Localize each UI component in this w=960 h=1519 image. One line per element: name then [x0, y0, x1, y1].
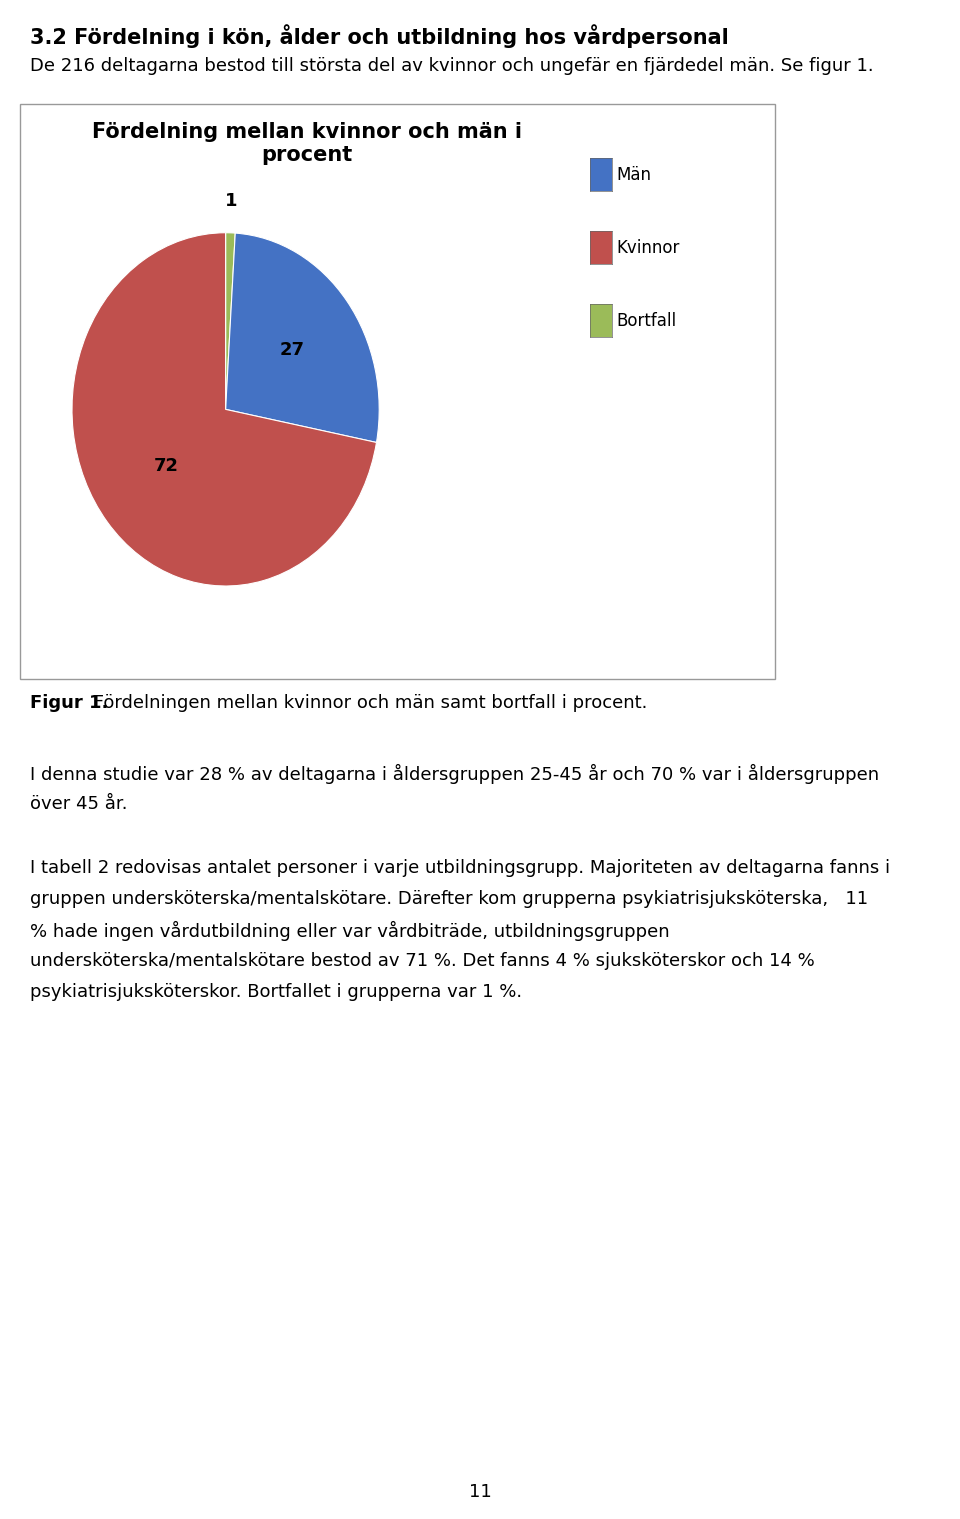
Text: Fördelningen mellan kvinnor och män samt bortfall i procent.: Fördelningen mellan kvinnor och män samt…: [88, 694, 647, 712]
Text: 3.2 Fördelning i kön, ålder och utbildning hos vårdpersonal: 3.2 Fördelning i kön, ålder och utbildni…: [30, 24, 729, 47]
Text: I tabell 2 redovisas antalet personer i varje utbildningsgrupp. Majoriteten av d: I tabell 2 redovisas antalet personer i …: [30, 860, 890, 876]
Text: Kvinnor: Kvinnor: [616, 238, 680, 257]
Text: 1: 1: [225, 191, 237, 210]
Text: psykiatrisjuksköterskor. Bortfallet i grupperna var 1 %.: psykiatrisjuksköterskor. Bortfallet i gr…: [30, 983, 522, 1001]
Text: Män: Män: [616, 166, 651, 184]
Text: undersköterska/mentalskötare bestod av 71 %. Det fanns 4 % sjuksköterskor och 14: undersköterska/mentalskötare bestod av 7…: [30, 952, 815, 971]
Text: Fördelning mellan kvinnor och män i
procent: Fördelning mellan kvinnor och män i proc…: [92, 122, 522, 166]
Wedge shape: [226, 232, 379, 442]
Text: gruppen undersköterska/mentalskötare. Därefter kom grupperna psykiatrisjuksköter: gruppen undersköterska/mentalskötare. Dä…: [30, 890, 868, 908]
Text: 72: 72: [154, 457, 179, 474]
Text: 11: 11: [468, 1483, 492, 1501]
Wedge shape: [72, 232, 376, 586]
Text: De 216 deltagarna bestod till största del av kvinnor och ungefär en fjärdedel mä: De 216 deltagarna bestod till största de…: [30, 58, 874, 74]
Text: I denna studie var 28 % av deltagarna i åldersgruppen 25-45 år och 70 % var i ål: I denna studie var 28 % av deltagarna i …: [30, 764, 879, 784]
Text: Bortfall: Bortfall: [616, 311, 677, 330]
Text: Figur 1.: Figur 1.: [30, 694, 108, 712]
Text: 27: 27: [280, 340, 305, 358]
Text: över 45 år.: över 45 år.: [30, 794, 128, 813]
FancyBboxPatch shape: [20, 103, 775, 679]
Wedge shape: [226, 232, 235, 410]
Text: % hade ingen vårdutbildning eller var vårdbiträde, utbildningsgruppen: % hade ingen vårdutbildning eller var vå…: [30, 921, 670, 942]
